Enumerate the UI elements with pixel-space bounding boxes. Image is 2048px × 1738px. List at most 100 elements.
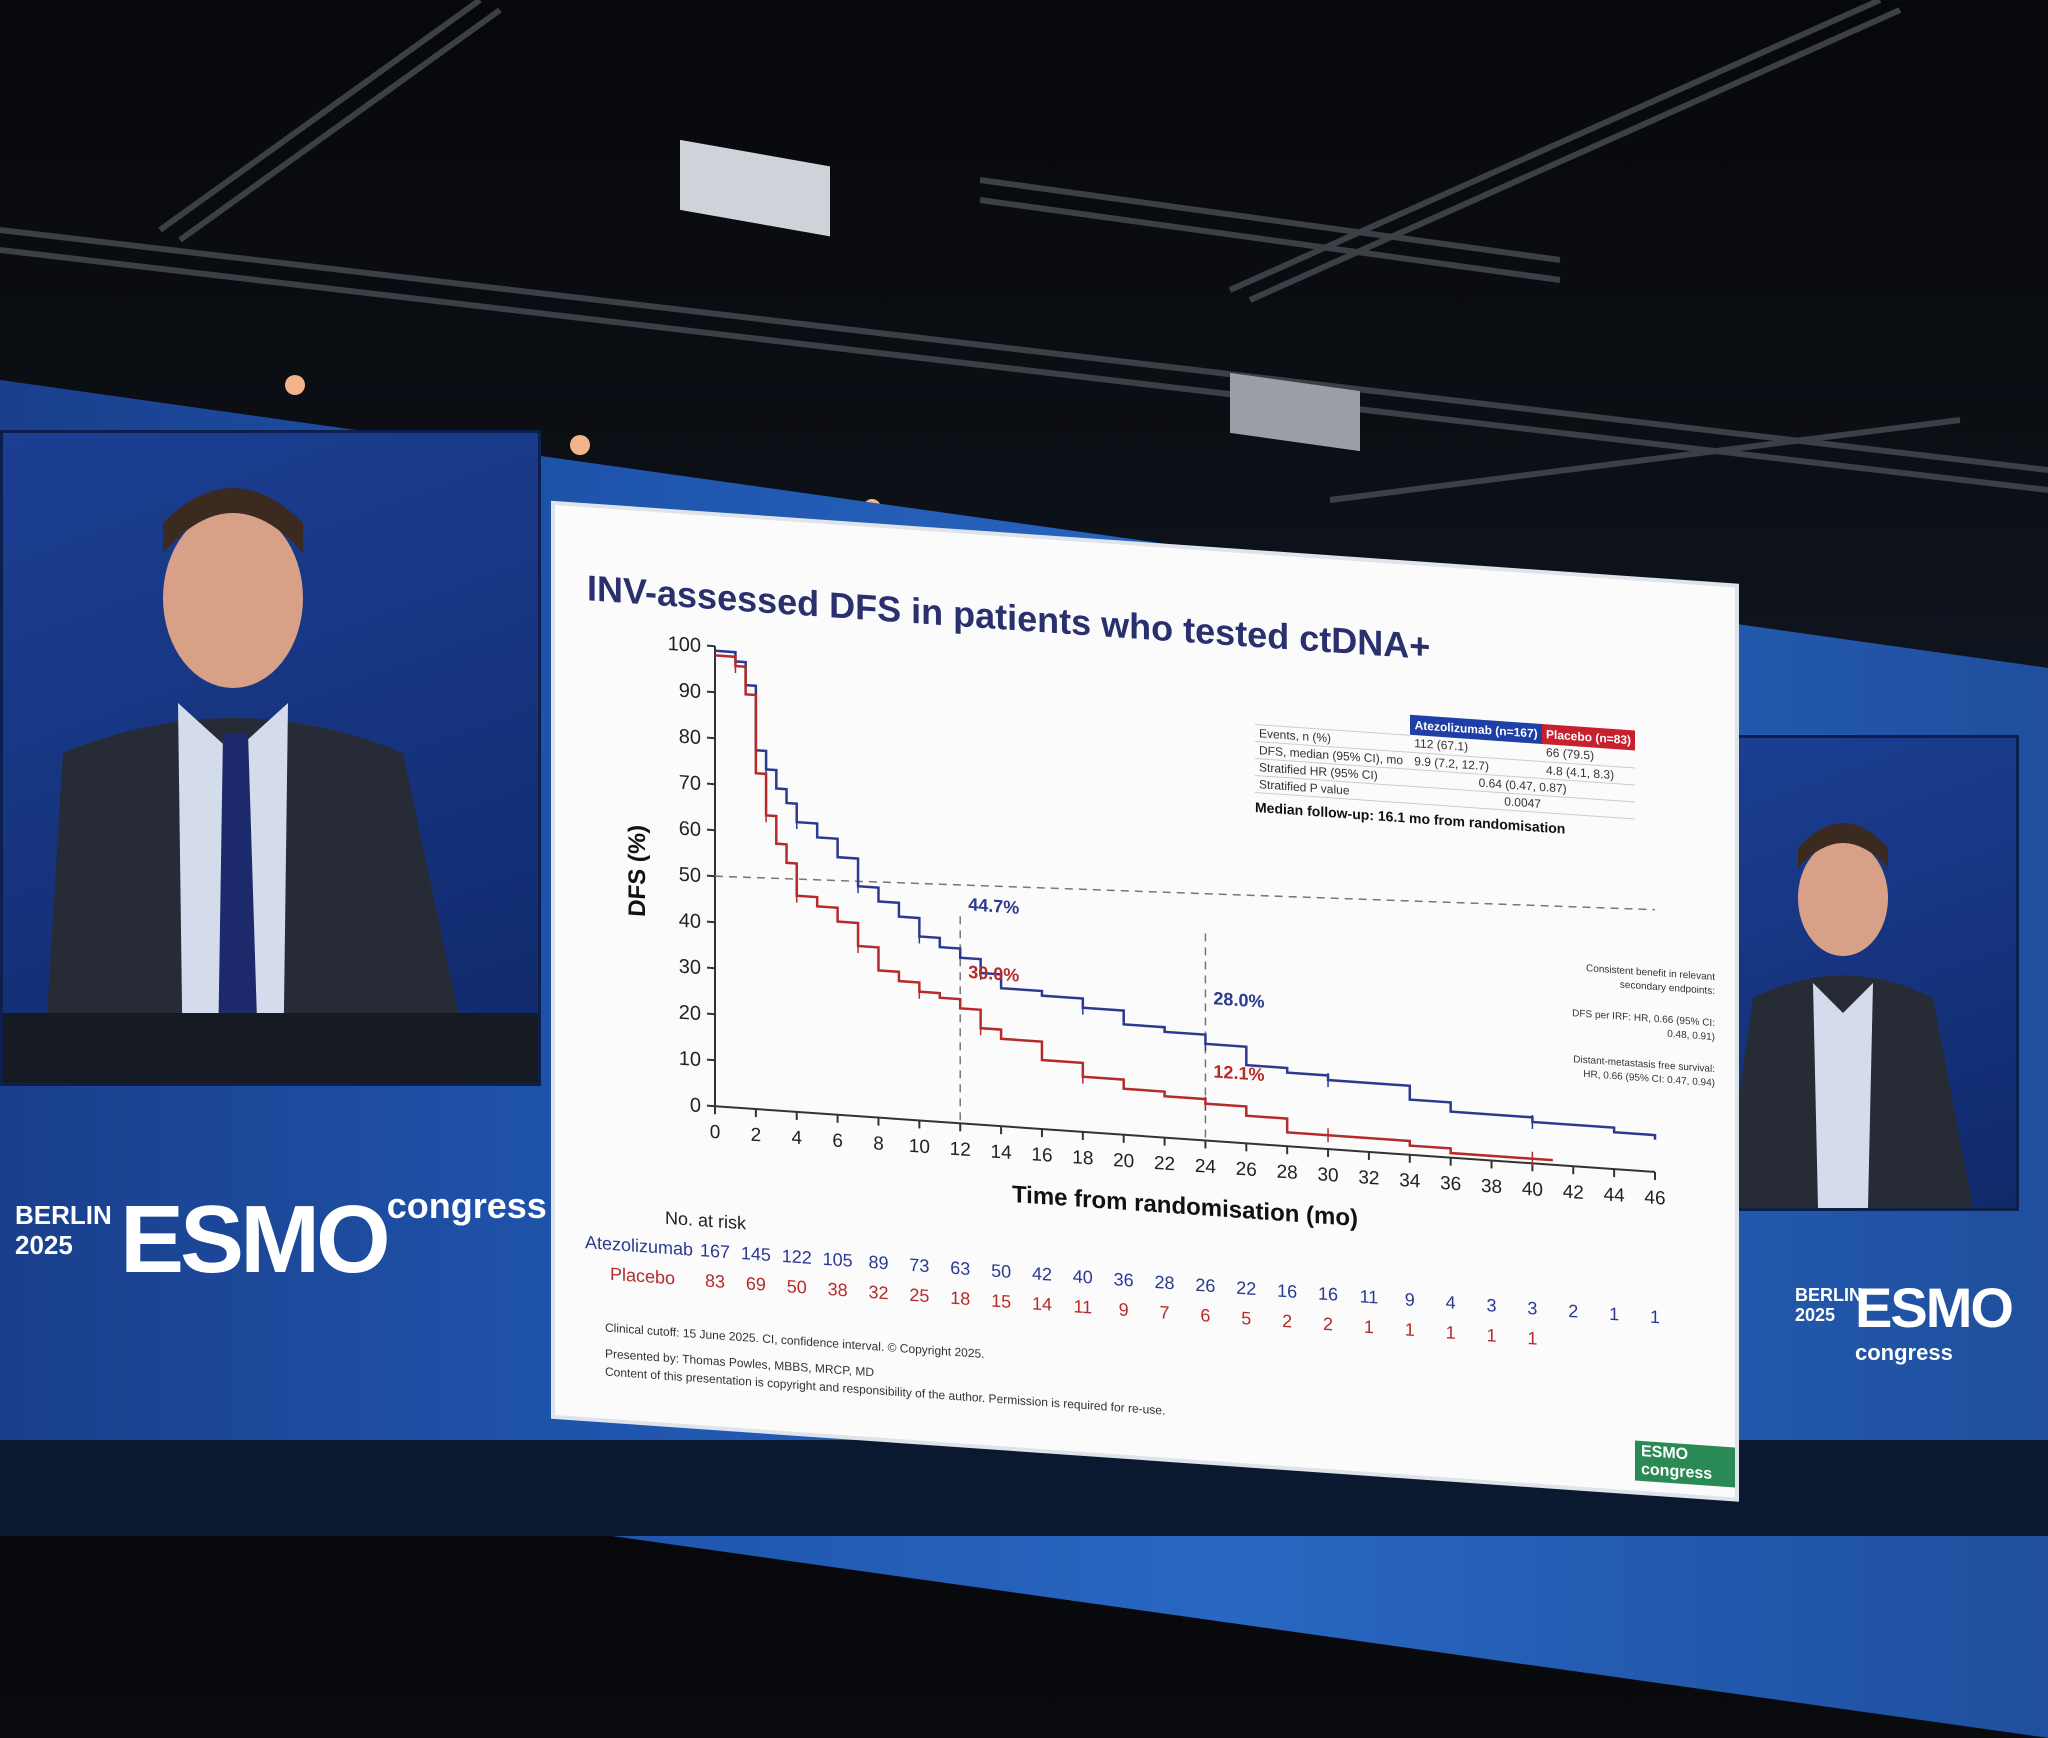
- logo-right-esmo: ESMO: [1855, 1276, 2014, 1339]
- risk-count: 105: [822, 1248, 853, 1271]
- logo-city: BERLIN: [15, 1200, 112, 1230]
- risk-count: 69: [745, 1273, 766, 1295]
- slide-esmo-logo: ESMO congress: [1635, 1440, 1735, 1488]
- x-tick-label: 44: [1604, 1184, 1626, 1206]
- y-tick-label: 0: [690, 1094, 701, 1117]
- y-tick-label: 80: [679, 726, 701, 750]
- landmark-annotation: 12.1%: [1213, 1061, 1264, 1085]
- y-tick-label: 100: [668, 633, 701, 657]
- risk-count: [1553, 1330, 1593, 1333]
- x-tick-label: 30: [1317, 1164, 1338, 1186]
- risk-count: 73: [909, 1254, 930, 1277]
- logo-year: 2025: [15, 1230, 73, 1260]
- risk-count: [1594, 1333, 1634, 1336]
- risk-count: [1635, 1336, 1675, 1339]
- risk-count: 18: [950, 1287, 971, 1310]
- median-reference-line: [714, 875, 1656, 911]
- x-tick-label: 26: [1236, 1159, 1257, 1181]
- risk-count: 11: [1359, 1286, 1379, 1308]
- congress-logo-left: BERLIN 2025: [15, 1200, 112, 1260]
- risk-count: 4: [1445, 1292, 1456, 1313]
- y-tick-label: 60: [679, 818, 701, 842]
- y-tick: [707, 874, 715, 878]
- x-tick-label: 8: [873, 1133, 884, 1155]
- x-tick-label: 16: [1031, 1144, 1052, 1166]
- x-tick-label: 42: [1563, 1181, 1584, 1203]
- x-tick-label: 4: [791, 1128, 802, 1150]
- speaker-video-right: [1680, 735, 2019, 1211]
- presentation-slide: INV-assessed DFS in patients who tested …: [555, 505, 1735, 1498]
- x-tick-label: 18: [1072, 1147, 1093, 1169]
- y-tick: [707, 1012, 715, 1016]
- risk-count: 7: [1159, 1302, 1170, 1323]
- risk-count: 22: [1236, 1277, 1257, 1300]
- risk-count: 40: [1072, 1266, 1093, 1288]
- logo-right-congress-word: congress: [1855, 1340, 1953, 1365]
- risk-count: 83: [704, 1270, 726, 1292]
- risk-count: 11: [1073, 1296, 1093, 1318]
- speaker-figure-left: [3, 488, 538, 1083]
- logo-esmo: ESMO: [120, 1186, 391, 1293]
- y-tick: [707, 736, 715, 740]
- y-tick-label: 20: [679, 1002, 701, 1026]
- x-axis-line: [715, 1105, 1655, 1173]
- risk-count: 38: [827, 1279, 848, 1301]
- risk-count: 25: [909, 1284, 930, 1307]
- x-tick-label: 2: [751, 1125, 762, 1147]
- landmark-annotation: 44.7%: [968, 894, 1019, 918]
- stage-curtain: [0, 1440, 2048, 1536]
- risk-count: 2: [1568, 1300, 1579, 1322]
- risk-count: 1: [1649, 1306, 1660, 1328]
- risk-count: 1: [1363, 1316, 1374, 1338]
- chart-curves: [715, 649, 1657, 1166]
- y-tick: [707, 644, 715, 648]
- risk-count: 16: [1318, 1283, 1339, 1305]
- x-tick-label: 46: [1644, 1187, 1665, 1209]
- x-tick-label: 10: [909, 1136, 930, 1158]
- x-tick-label: 34: [1399, 1170, 1421, 1192]
- risk-count: 9: [1404, 1289, 1415, 1311]
- x-tick-label: 38: [1481, 1176, 1502, 1198]
- risk-count: 32: [868, 1281, 889, 1304]
- risk-count: 1: [1527, 1327, 1538, 1349]
- risk-count: 89: [868, 1251, 889, 1274]
- y-tick-label: 30: [679, 956, 701, 980]
- x-tick-label: 28: [1277, 1161, 1298, 1183]
- risk-row-label: Placebo: [609, 1263, 675, 1289]
- risk-count: 5: [1241, 1307, 1252, 1329]
- y-tick-label: 10: [679, 1048, 701, 1072]
- risk-count: 6: [1200, 1305, 1211, 1326]
- slide-footer: Clinical cutoff: 15 June 2025. CI, confi…: [605, 1318, 1165, 1419]
- x-axis-label: Time from randomisation (mo): [1012, 1181, 1358, 1232]
- congress-logo-right-name: ESMOcongress: [1855, 1275, 2048, 1366]
- risk-count: 1: [1609, 1303, 1620, 1325]
- secondary-endpoints: Consistent benefit in relevant secondary…: [1555, 960, 1715, 1091]
- y-tick-label: 40: [679, 910, 701, 934]
- risk-count: 14: [1031, 1293, 1052, 1315]
- secondary-item-irf: DFS per IRF: HR, 0.66 (95% CI: 0.48, 0.9…: [1572, 1008, 1715, 1044]
- x-tick-label: 40: [1522, 1179, 1543, 1201]
- x-tick-label: 0: [710, 1122, 721, 1144]
- y-tick: [707, 690, 715, 694]
- y-tick: [707, 782, 715, 786]
- congress-logo-right: BERLIN 2025: [1795, 1285, 1862, 1325]
- risk-count: 9: [1118, 1299, 1129, 1321]
- risk-count: 63: [950, 1257, 971, 1280]
- risk-count: 26: [1195, 1274, 1216, 1297]
- risk-count: 3: [1486, 1295, 1497, 1316]
- logo-right-year: 2025: [1795, 1305, 1836, 1325]
- speaker-video-left: [0, 430, 541, 1086]
- risk-count: 145: [740, 1242, 771, 1266]
- risk-count: 3: [1527, 1297, 1538, 1319]
- logo-congress-word: congress: [386, 1185, 547, 1226]
- km-curve-placebo: [715, 654, 1553, 1162]
- y-tick-label: 50: [679, 864, 701, 888]
- x-tick-label: 14: [991, 1141, 1013, 1163]
- y-tick: [707, 1058, 715, 1062]
- y-tick: [707, 920, 715, 924]
- y-axis-label: DFS (%): [624, 824, 651, 918]
- risk-count: 2: [1323, 1313, 1334, 1335]
- chart-annotations: 44.7% 30.0% 28.0% 12.1%: [968, 894, 1264, 1085]
- y-tick: [707, 966, 715, 970]
- x-tick-label: 20: [1113, 1150, 1134, 1172]
